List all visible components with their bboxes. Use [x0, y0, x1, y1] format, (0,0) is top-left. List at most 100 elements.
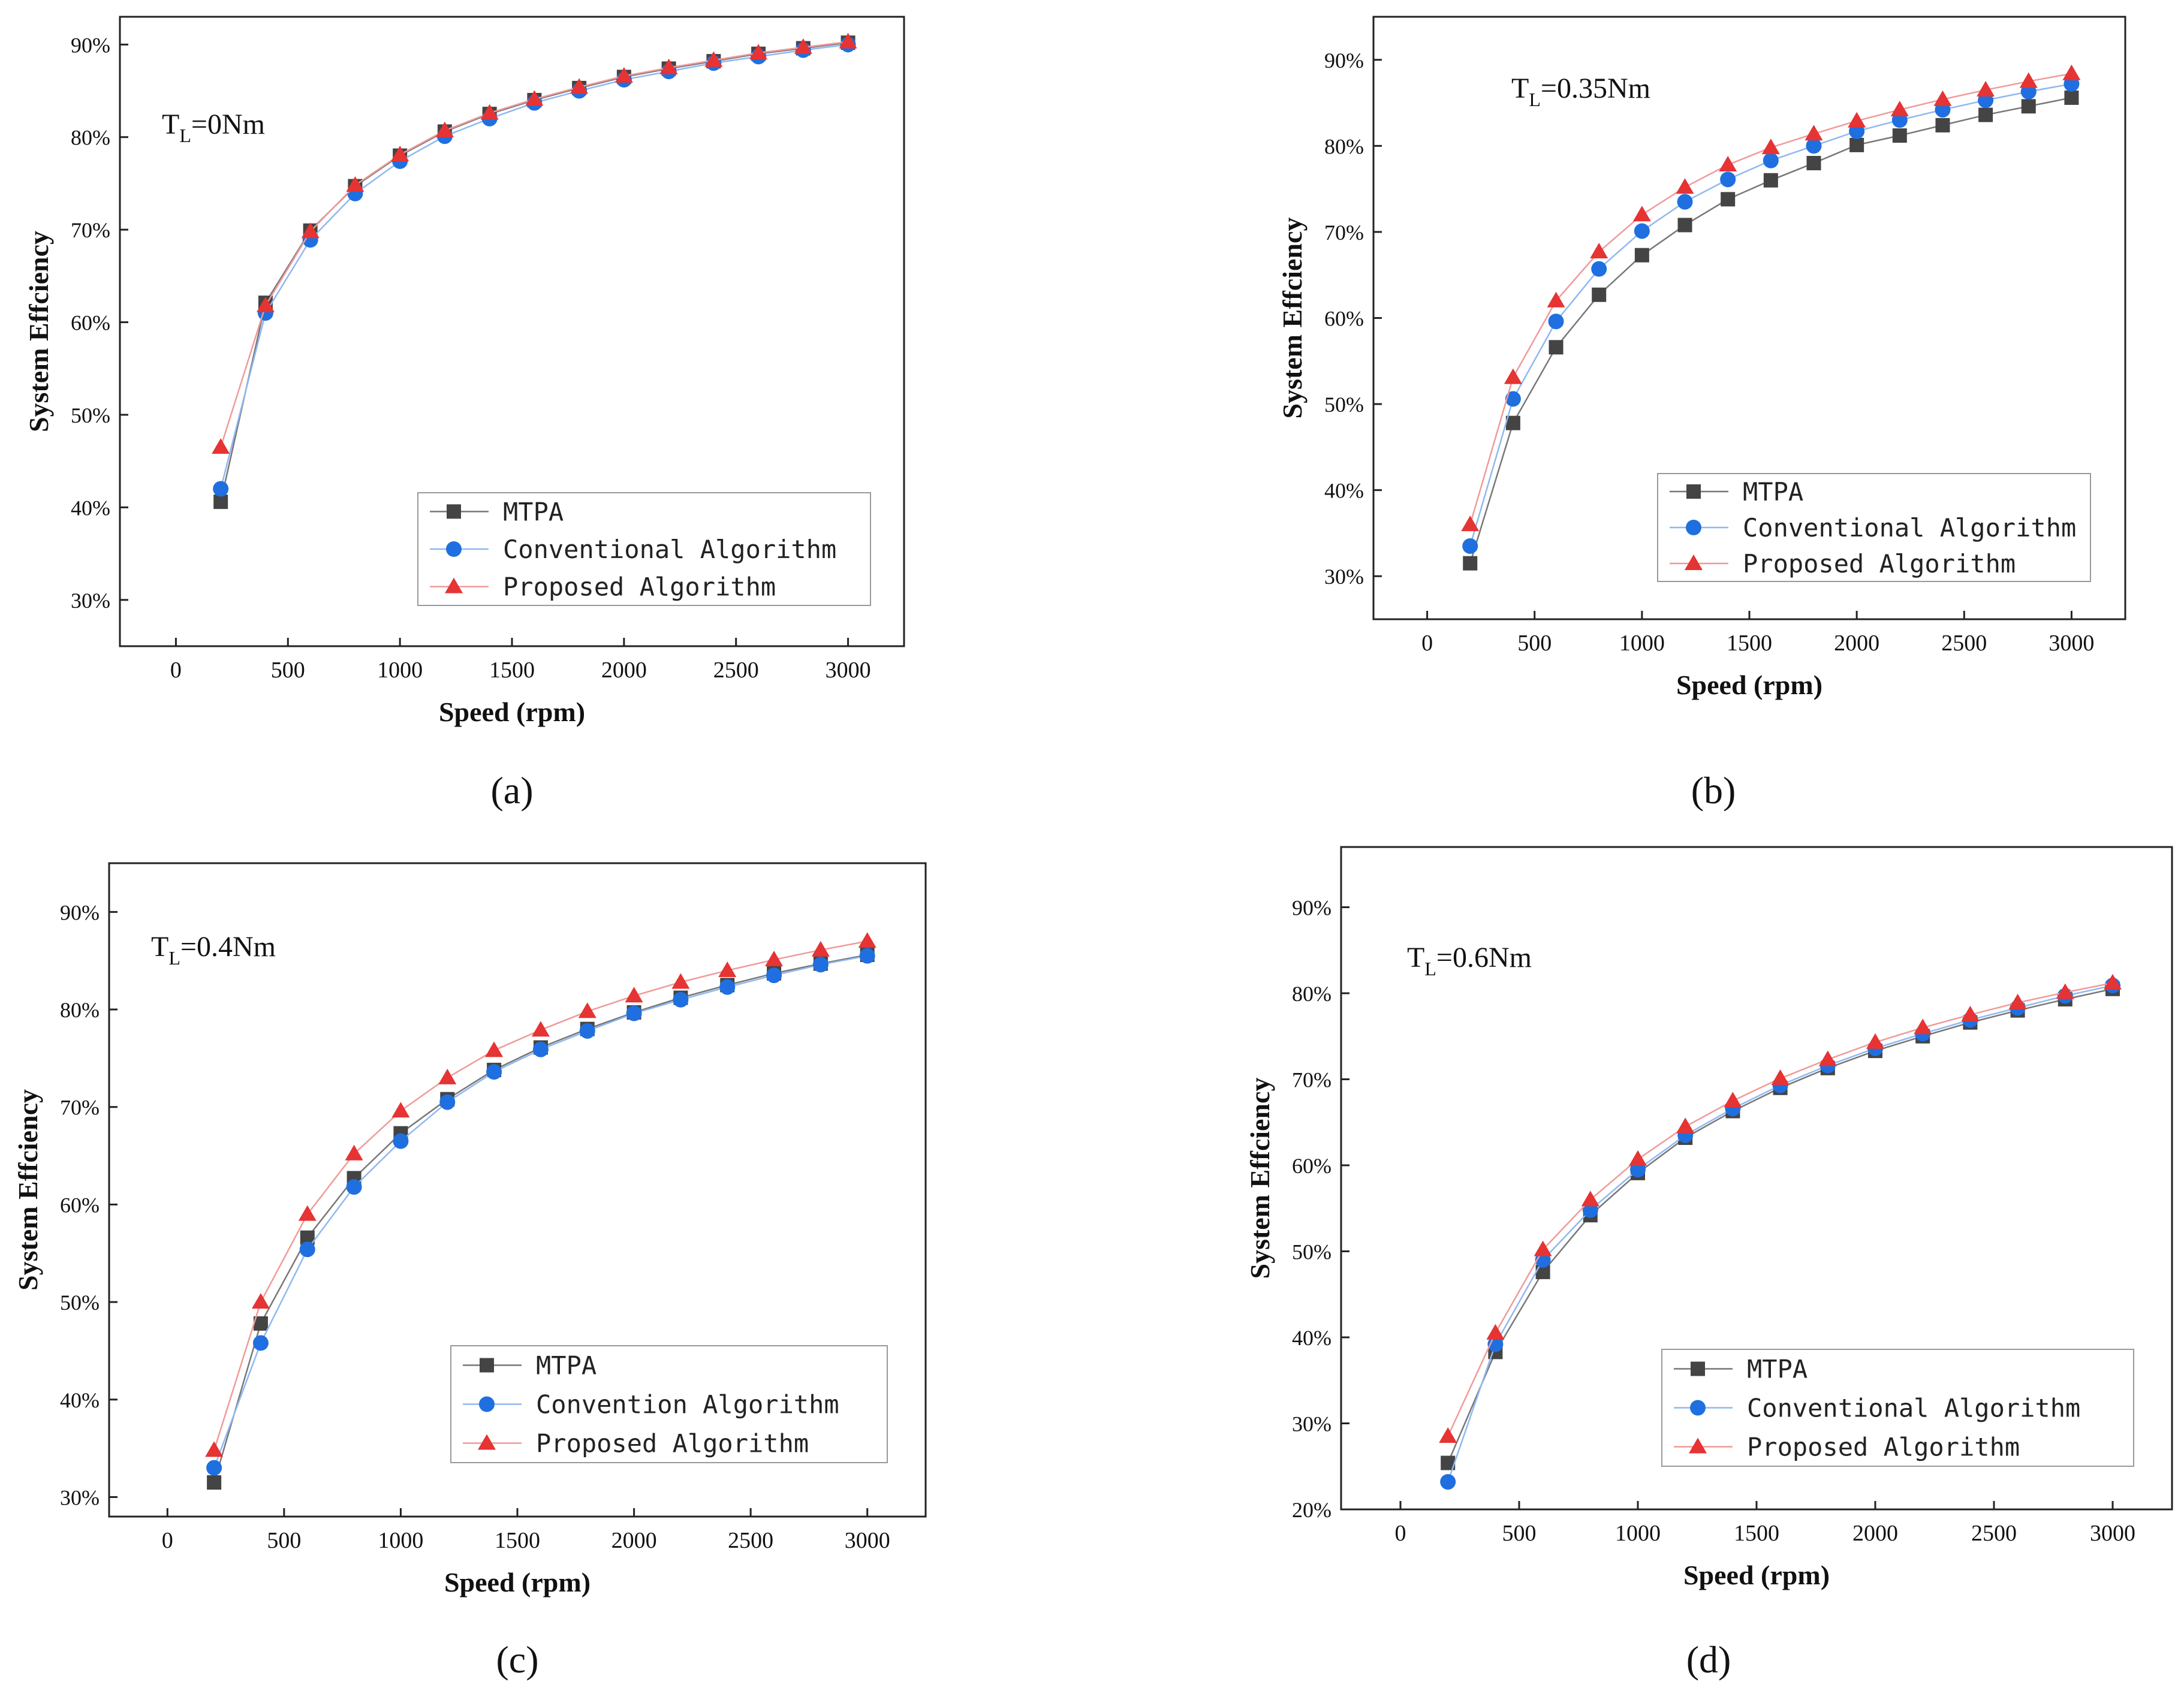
chart-panel-a: 30% 40% 50% 60% 70% 80% 90% 0 500 1000 1500 2000 250… [23, 16, 905, 812]
data-point [1763, 152, 1779, 168]
x-tick-label: 3000 [826, 658, 871, 683]
series-conventional [206, 948, 875, 1476]
y-axis-label: System Effciency [23, 231, 54, 432]
data-point [1818, 1050, 1837, 1066]
series-line [219, 44, 848, 489]
data-point [1440, 1474, 1456, 1490]
x-tick-label: 2500 [1941, 631, 1987, 656]
legend-entry-proposed: Proposed Algorithm [1747, 1433, 2020, 1462]
legend: MTPA Conventional Algorithm Proposed Algor… [1661, 1349, 2134, 1467]
load-torque-annotation: TL=0.4Nm [151, 931, 276, 969]
data-point [704, 51, 723, 67]
x-tick-label: 3000 [845, 1528, 890, 1553]
x-axis-label: Speed (rpm) [1683, 1560, 1830, 1590]
data-point [811, 941, 830, 957]
panel-label: (c) [496, 1638, 538, 1681]
legend-entry-mtpa: MTPA [536, 1351, 597, 1381]
legend-marker [1686, 520, 1701, 535]
data-point [1961, 1005, 1980, 1021]
legend-entry-proposed: Proposed Algorithm [503, 572, 776, 602]
data-point [1676, 1117, 1695, 1134]
data-point [205, 1441, 224, 1457]
data-point [251, 1293, 270, 1309]
data-point [1461, 516, 1480, 532]
data-point [391, 1102, 410, 1118]
legend-entry-conventional: Conventional Algorithm [1743, 513, 2076, 542]
legend-entry-conventional: Convention Algorithm [536, 1390, 839, 1419]
data-point [299, 1241, 315, 1258]
data-point [1933, 90, 1952, 106]
chart-panel-b: 30% 40% 50% 60% 70% 80% 90% 0 500 1000 1500 2000 250… [1277, 16, 2126, 812]
data-point [1581, 1190, 1599, 1207]
data-point [1914, 1018, 1932, 1035]
data-point [1486, 1324, 1505, 1340]
data-point [2064, 90, 2079, 105]
data-point [438, 1068, 457, 1084]
y-tick-label: 70% [60, 1096, 100, 1120]
y-tick-label: 40% [71, 496, 110, 520]
data-point [719, 979, 736, 995]
load-torque-annotation: TL=0Nm [162, 108, 265, 146]
data-point [570, 78, 589, 94]
x-tick-label: 3000 [2090, 1521, 2135, 1546]
data-point [659, 58, 678, 74]
series-proposed [205, 932, 876, 1457]
y-tick-label: 30% [60, 1485, 100, 1509]
data-point [301, 222, 320, 239]
data-point [1763, 173, 1778, 188]
data-point [346, 1179, 362, 1195]
data-point [213, 481, 229, 497]
data-point [480, 104, 499, 120]
series-proposed [1439, 973, 2122, 1443]
y-tick-label: 40% [1324, 479, 1364, 503]
legend-marker [1691, 1361, 1705, 1376]
x-tick-label: 500 [1517, 631, 1552, 656]
load-torque-annotation: TL=0.6Nm [1407, 942, 1532, 979]
legend-marker [1686, 484, 1701, 499]
legend: MTPA Convention Algorithm Proposed Algorit… [450, 1345, 888, 1463]
data-point [859, 948, 875, 964]
legend-marker [446, 541, 462, 557]
x-tick-label: 1000 [377, 658, 423, 683]
legend-box [450, 1345, 888, 1463]
x-axis-label: Speed (rpm) [444, 1567, 591, 1597]
data-point [345, 1144, 363, 1161]
x-tick-label: 0 [170, 658, 182, 683]
y-tick-label: 50% [60, 1291, 100, 1315]
x-tick-label: 1000 [1615, 1521, 1661, 1546]
data-point [1462, 538, 1478, 554]
x-tick-label: 500 [271, 658, 305, 683]
data-point [1549, 340, 1564, 355]
data-point [1548, 314, 1564, 330]
x-axis-label: Speed (rpm) [439, 697, 585, 727]
legend-entry-proposed: Proposed Algorithm [1743, 549, 2016, 578]
x-tick-label: 2000 [1834, 631, 1879, 656]
data-point [1439, 1427, 1457, 1443]
y-tick-label: 70% [71, 218, 110, 242]
y-tick-label: 30% [1324, 565, 1364, 589]
data-point [391, 146, 409, 162]
data-point [2056, 983, 2074, 999]
x-tick-label: 2500 [728, 1528, 773, 1553]
y-tick-label: 60% [71, 311, 110, 335]
legend-marker [1685, 554, 1703, 570]
y-tick-label: 80% [60, 998, 100, 1022]
data-point [673, 991, 689, 1008]
y-axis-label: System Effciency [1277, 218, 1308, 419]
x-tick-label: 0 [1395, 1521, 1406, 1546]
data-point [1805, 125, 1823, 141]
legend-marker [447, 504, 461, 519]
data-point [718, 961, 737, 977]
y-tick-label: 90% [1324, 49, 1364, 73]
data-point [2021, 99, 2036, 114]
data-point [207, 1475, 222, 1490]
x-tick-label: 1500 [495, 1528, 540, 1553]
data-point [346, 176, 364, 192]
data-point [579, 1023, 595, 1039]
data-point [1761, 138, 1780, 155]
data-point [252, 1335, 269, 1351]
legend-entry-conventional: Conventional Algorithm [503, 535, 836, 564]
data-point [1848, 111, 1866, 128]
data-point [2019, 72, 2038, 88]
